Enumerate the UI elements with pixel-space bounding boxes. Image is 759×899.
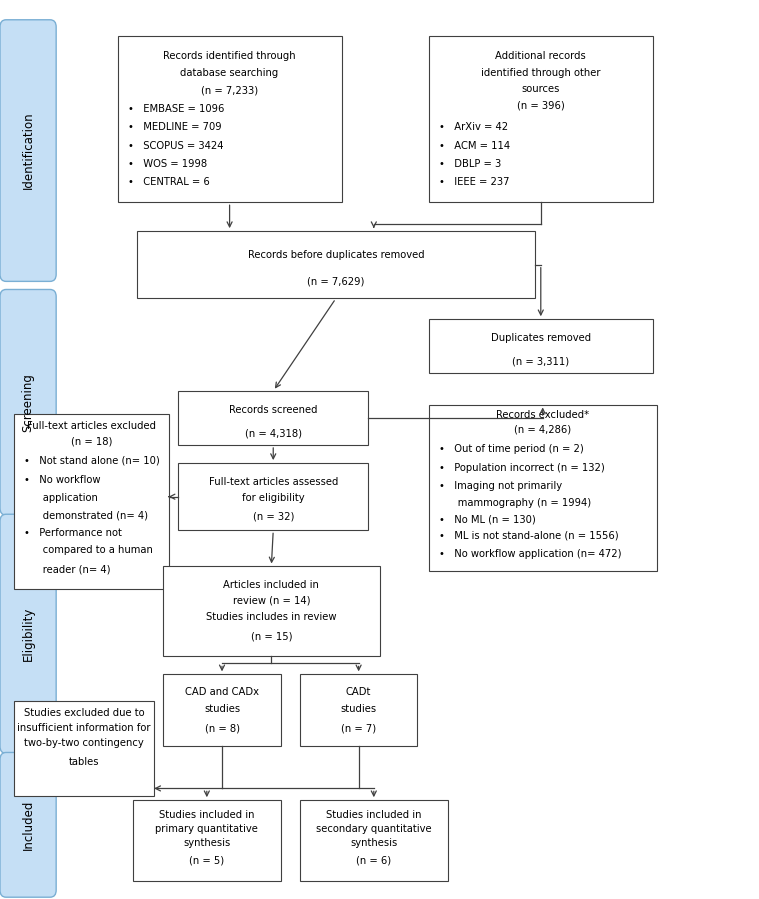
Text: synthesis: synthesis — [183, 838, 231, 848]
Text: (n = 396): (n = 396) — [517, 101, 565, 111]
Text: database searching: database searching — [181, 67, 279, 77]
Text: •   Not stand alone (n= 10): • Not stand alone (n= 10) — [24, 456, 159, 466]
Text: •   ACM = 114: • ACM = 114 — [439, 141, 510, 151]
Text: Full-text articles excluded: Full-text articles excluded — [27, 421, 156, 431]
Text: insufficient information for: insufficient information for — [17, 723, 150, 733]
Text: CAD and CADx: CAD and CADx — [185, 687, 259, 698]
FancyBboxPatch shape — [429, 36, 653, 202]
Text: Screening: Screening — [21, 373, 35, 432]
FancyBboxPatch shape — [178, 463, 368, 530]
Text: Duplicates removed: Duplicates removed — [491, 333, 591, 343]
Text: Additional records: Additional records — [496, 51, 586, 61]
FancyBboxPatch shape — [163, 674, 281, 746]
FancyBboxPatch shape — [0, 514, 56, 753]
Text: Identification: Identification — [21, 111, 35, 190]
Text: Full-text articles assessed: Full-text articles assessed — [209, 476, 338, 487]
FancyBboxPatch shape — [178, 391, 368, 445]
Text: Eligibility: Eligibility — [21, 607, 35, 661]
FancyBboxPatch shape — [118, 36, 342, 202]
Text: tables: tables — [68, 757, 99, 767]
FancyBboxPatch shape — [429, 319, 653, 373]
FancyBboxPatch shape — [0, 752, 56, 897]
Text: •   ArXiv = 42: • ArXiv = 42 — [439, 122, 508, 132]
Text: •   MEDLINE = 709: • MEDLINE = 709 — [128, 122, 221, 132]
Text: •   CENTRAL = 6: • CENTRAL = 6 — [128, 177, 209, 187]
FancyBboxPatch shape — [14, 701, 154, 796]
Text: Studies included in: Studies included in — [326, 810, 421, 820]
Text: Articles included in: Articles included in — [223, 580, 320, 591]
Text: (n = 5): (n = 5) — [189, 856, 225, 866]
FancyBboxPatch shape — [14, 414, 169, 589]
Text: •   Performance not: • Performance not — [24, 528, 121, 538]
Text: reader (n= 4): reader (n= 4) — [24, 565, 110, 574]
Text: (n = 7,233): (n = 7,233) — [201, 85, 258, 96]
Text: Records screened: Records screened — [229, 405, 317, 415]
Text: •   ML is not stand-alone (n = 1556): • ML is not stand-alone (n = 1556) — [439, 531, 619, 541]
Text: (n = 4,318): (n = 4,318) — [244, 428, 302, 438]
Text: •   EMBASE = 1096: • EMBASE = 1096 — [128, 104, 224, 114]
Text: (n = 7): (n = 7) — [341, 723, 376, 734]
FancyBboxPatch shape — [133, 800, 281, 881]
Text: •   DBLP = 3: • DBLP = 3 — [439, 159, 501, 169]
Text: identified through other: identified through other — [481, 67, 600, 77]
Text: (n = 18): (n = 18) — [71, 437, 112, 447]
Text: Studies excluded due to: Studies excluded due to — [24, 708, 144, 717]
Text: Records identified through: Records identified through — [163, 51, 296, 61]
Text: •   SCOPUS = 3424: • SCOPUS = 3424 — [128, 141, 223, 151]
Text: Records before duplicates removed: Records before duplicates removed — [247, 250, 424, 260]
FancyBboxPatch shape — [0, 289, 56, 515]
FancyBboxPatch shape — [300, 800, 448, 881]
Text: primary quantitative: primary quantitative — [156, 824, 258, 834]
FancyBboxPatch shape — [137, 231, 535, 298]
FancyBboxPatch shape — [163, 566, 380, 656]
Text: •   No workflow application (n= 472): • No workflow application (n= 472) — [439, 549, 621, 559]
Text: compared to a human: compared to a human — [24, 546, 153, 556]
Text: (n = 15): (n = 15) — [250, 631, 292, 642]
Text: secondary quantitative: secondary quantitative — [316, 824, 432, 834]
Text: •   No workflow: • No workflow — [24, 476, 100, 485]
Text: •   Population incorrect (n = 132): • Population incorrect (n = 132) — [439, 463, 604, 473]
Text: studies: studies — [204, 704, 240, 714]
Text: •   Out of time period (n = 2): • Out of time period (n = 2) — [439, 444, 584, 455]
Text: studies: studies — [341, 704, 376, 714]
Text: •   WOS = 1998: • WOS = 1998 — [128, 159, 206, 169]
Text: (n = 7,629): (n = 7,629) — [307, 277, 364, 287]
Text: •   IEEE = 237: • IEEE = 237 — [439, 177, 509, 187]
Text: mammography (n = 1994): mammography (n = 1994) — [439, 498, 591, 508]
Text: (n = 3,311): (n = 3,311) — [512, 356, 569, 366]
Text: CADt: CADt — [346, 687, 371, 698]
Text: (n = 8): (n = 8) — [204, 723, 240, 734]
Text: synthesis: synthesis — [350, 838, 398, 848]
Text: (n = 4,286): (n = 4,286) — [514, 424, 572, 434]
Text: •   Imaging not primarily: • Imaging not primarily — [439, 481, 562, 491]
Text: demonstrated (n= 4): demonstrated (n= 4) — [24, 511, 147, 521]
Text: (n = 32): (n = 32) — [253, 512, 294, 522]
FancyBboxPatch shape — [0, 20, 56, 281]
Text: •   No ML (n = 130): • No ML (n = 130) — [439, 514, 535, 524]
Text: Studies included in: Studies included in — [159, 810, 254, 820]
Text: application: application — [24, 493, 97, 503]
Text: (n = 6): (n = 6) — [356, 856, 392, 866]
Text: Included: Included — [21, 799, 35, 850]
Text: Studies includes in review: Studies includes in review — [206, 611, 336, 622]
Text: Records excluded*: Records excluded* — [496, 410, 589, 420]
Text: for eligibility: for eligibility — [242, 493, 304, 503]
Text: sources: sources — [521, 85, 560, 94]
FancyBboxPatch shape — [429, 405, 657, 571]
Text: review (n = 14): review (n = 14) — [232, 595, 310, 606]
Text: two-by-two contingency: two-by-two contingency — [24, 738, 143, 748]
FancyBboxPatch shape — [300, 674, 417, 746]
